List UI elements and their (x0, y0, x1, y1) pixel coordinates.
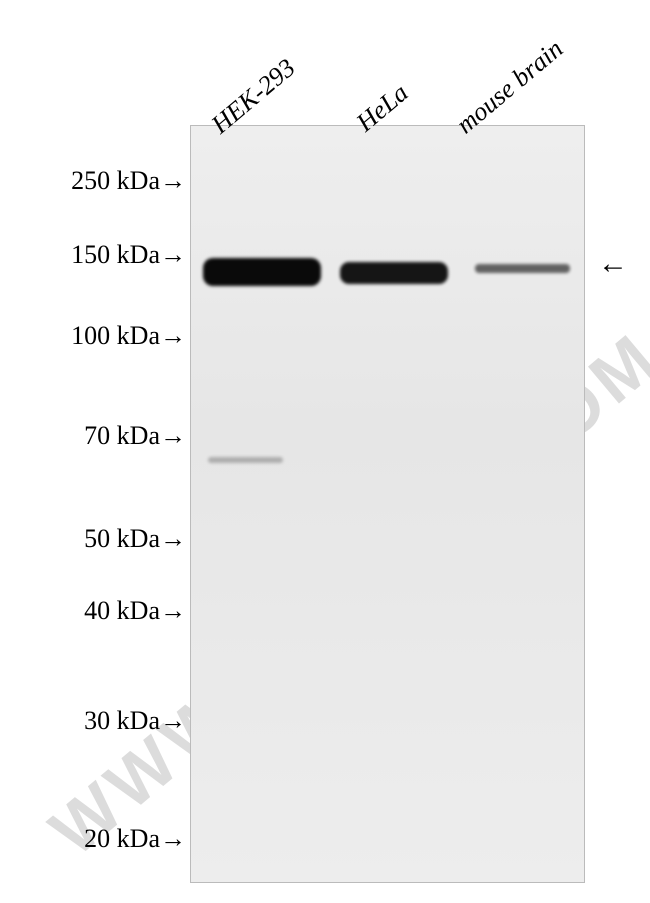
mw-marker-label: 20 kDa→ (84, 824, 186, 854)
mw-marker-label: 30 kDa→ (84, 706, 186, 736)
mw-marker-label: 50 kDa→ (84, 524, 186, 554)
mw-marker-label: 250 kDa→ (71, 166, 186, 196)
blot-band (475, 264, 570, 273)
target-band-arrow: ← (598, 247, 628, 281)
mw-marker-label: 40 kDa→ (84, 596, 186, 626)
blot-band (340, 262, 448, 284)
mw-marker-label: 150 kDa→ (71, 240, 186, 270)
figure-container: WWW.PTGLAB.COM HEK-293HeLamouse brain 25… (0, 0, 650, 903)
blot-membrane (190, 125, 585, 883)
mw-marker-label: 100 kDa→ (71, 321, 186, 351)
blot-band (203, 258, 321, 286)
mw-marker-label: 70 kDa→ (84, 421, 186, 451)
blot-band (208, 457, 283, 463)
